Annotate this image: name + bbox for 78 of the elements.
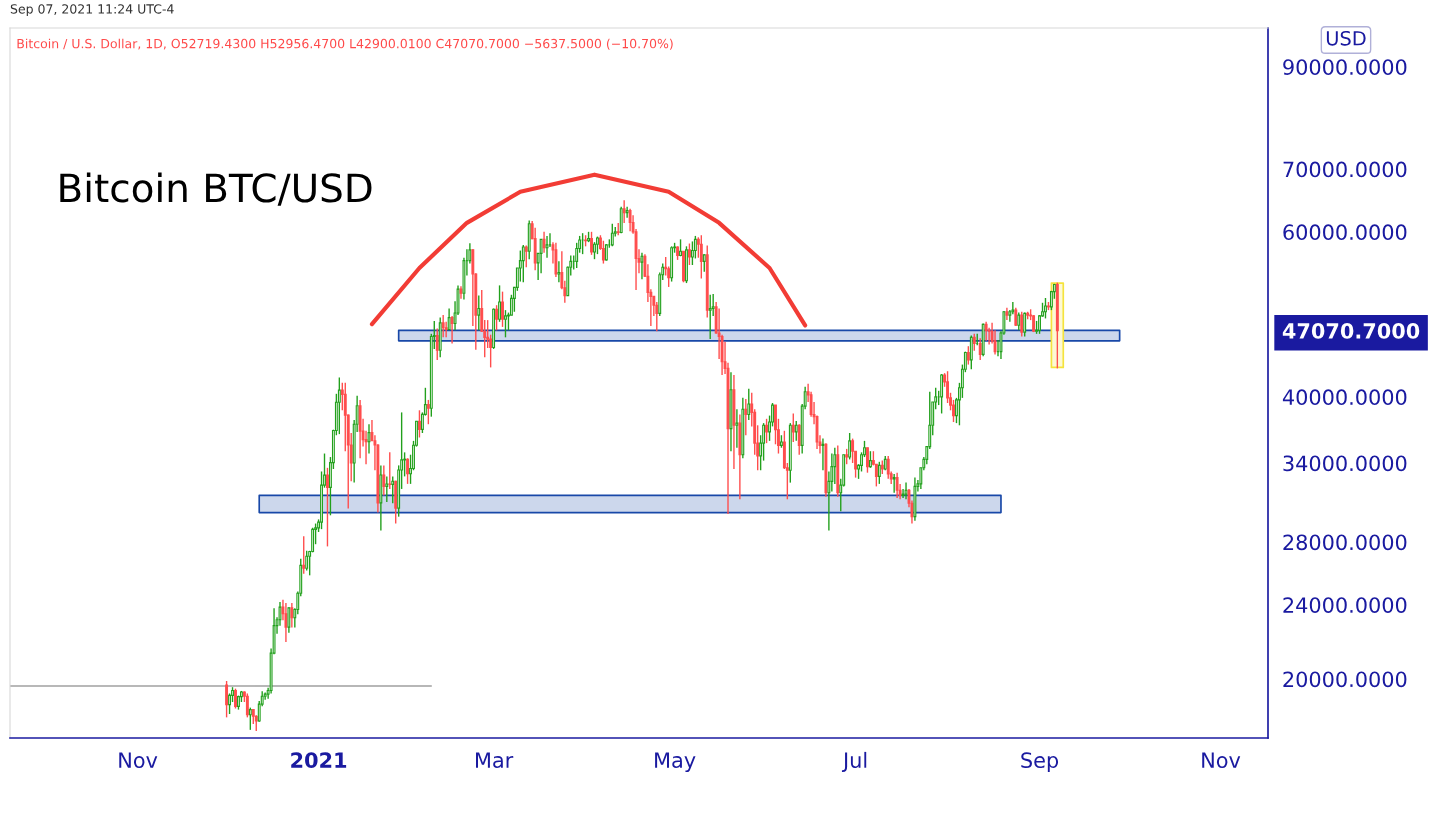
y-tick-label: 90000.0000: [1283, 59, 1407, 75]
candlestick: [284, 602, 288, 643]
y-tick-label: 24000.0000: [1283, 597, 1407, 613]
candlestick: [747, 388, 751, 421]
candlestick: [1044, 297, 1047, 320]
candlestick: [904, 481, 908, 500]
candlestick: [690, 240, 694, 266]
candlestick: [596, 235, 599, 255]
candlestick: [587, 231, 591, 243]
candlestick: [403, 451, 407, 478]
x-tick-label: Jul: [841, 751, 867, 772]
candlestick: [367, 423, 371, 455]
candlestick: [735, 408, 739, 449]
y-tick-label: 34000.0000: [1283, 455, 1407, 472]
x-tick-label: Nov: [1202, 752, 1241, 769]
text: Bitcoin / U.S. Dollar, 1D, O52719.4300 H52956.4700 L42900.0100 C47070.7000 −5637.5000 (−10.70%): [17, 38, 673, 50]
candlestick: [978, 337, 982, 361]
candlestick: [441, 314, 445, 339]
candlestick: [450, 315, 454, 345]
candlestick: [892, 473, 896, 494]
candlestick: [501, 290, 504, 328]
candlestick: [682, 250, 685, 284]
candlestick: [797, 423, 801, 456]
candlestick: [343, 382, 347, 452]
candlestick: [628, 208, 632, 232]
candlestick: [679, 238, 682, 257]
candlestick: [326, 467, 329, 548]
candlestick: [435, 327, 439, 361]
candlestick: [794, 420, 798, 442]
candlestick: [311, 527, 315, 554]
x-tick-label: Nov: [119, 752, 158, 769]
candlestick: [685, 245, 688, 284]
x-tick-label: May: [655, 752, 696, 773]
candlestick: [417, 409, 421, 439]
candlestick: [305, 550, 309, 572]
candlestick: [874, 463, 878, 488]
candlestick: [426, 399, 430, 425]
y-tick-label: 28000.0000: [1283, 534, 1407, 551]
y-axis-title: USD: [1326, 30, 1366, 46]
candlestick: [504, 309, 507, 339]
candlestick: [385, 475, 389, 503]
candlestick: [590, 231, 593, 256]
x-tick-label: Sep: [1021, 752, 1059, 773]
candlestick: [966, 345, 970, 366]
candlestick: [225, 680, 229, 719]
candlestick: [984, 321, 988, 342]
candlestick: [821, 437, 825, 471]
y-tick-label: 60000.0000: [1283, 224, 1407, 241]
candlestick: [593, 241, 596, 260]
candlestick: [287, 606, 291, 634]
candlestick: [640, 252, 644, 280]
candlestick: [708, 294, 712, 340]
y-tick-label: 20000.0000: [1283, 671, 1407, 688]
candlestick: [237, 694, 240, 711]
candlestick: [744, 398, 748, 436]
candlestick: [391, 475, 395, 504]
y-tick-label: 70000.0000: [1283, 161, 1407, 178]
candlestick: [765, 418, 769, 444]
candlestick: [557, 260, 561, 284]
candlestick: [848, 432, 852, 461]
candlestick: [495, 304, 499, 332]
y-tick-label: 47070.7000: [1282, 323, 1420, 339]
y-tick-label: 40000.0000: [1282, 389, 1407, 406]
candlestick: [290, 602, 294, 629]
candlestick: [477, 294, 481, 332]
x-tick-label: 2021: [291, 752, 347, 769]
candlestick: [234, 687, 237, 710]
candlestick: [382, 464, 386, 497]
candlestick: [866, 447, 869, 474]
candlestick: [625, 206, 629, 219]
text: Bitcoin BTC/USD: [60, 172, 372, 206]
candlestick: [388, 451, 392, 490]
x-tick-label: Mar: [476, 752, 514, 769]
candlestick: [545, 235, 549, 259]
text: Sep 07, 2021 11:24 UTC-4: [10, 4, 174, 17]
candlestick: [687, 242, 691, 266]
candlestick: [1038, 314, 1041, 335]
candlestick: [498, 284, 501, 323]
